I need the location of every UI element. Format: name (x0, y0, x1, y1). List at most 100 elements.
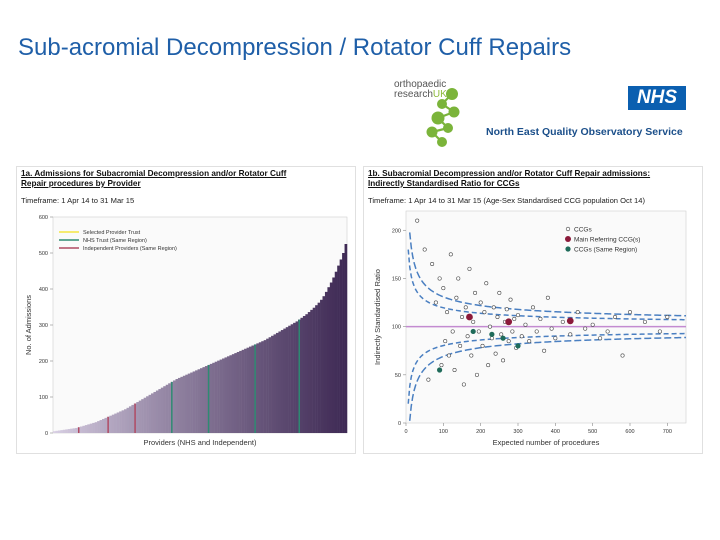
orthopaedic-research-uk-logo: orthopaedic researchUK (392, 78, 474, 154)
chart-title-line1: 1b. Subacromial Decompression and/or Rot… (368, 169, 651, 178)
point-ccg (553, 336, 558, 341)
legend-label-ccg: CCGs (574, 227, 592, 234)
bar (187, 373, 191, 433)
chart-timeframe: Timeframe: 1 Apr 14 to 31 Mar 15 (Age-Se… (368, 196, 646, 205)
bar (79, 426, 83, 433)
bar (332, 277, 335, 433)
bar (84, 425, 88, 433)
point-ccg (439, 363, 444, 368)
bar-highlight-nhs-same-region (254, 344, 256, 433)
bar (146, 396, 149, 433)
x-tick-label: 400 (551, 429, 560, 435)
point-ccg (471, 319, 476, 324)
bar (310, 309, 313, 433)
logo-text-research: research (394, 89, 433, 100)
bar (263, 340, 267, 433)
bar (92, 422, 95, 433)
point-ccg-same-region (500, 335, 506, 341)
bar (82, 425, 86, 433)
point-ccg (506, 339, 511, 344)
legend-marker-ccg (565, 226, 571, 232)
point-main-referring-ccg (505, 318, 513, 326)
bar (283, 328, 286, 433)
bar (327, 287, 331, 433)
point-ccg (620, 353, 625, 358)
point-ccg (456, 276, 461, 281)
bar (268, 337, 272, 433)
legend-marker-same-region (565, 246, 571, 252)
chart-title-line1: 1a. Admissions for Subacromial Decompres… (21, 169, 287, 178)
bar (175, 379, 179, 433)
bar (214, 361, 218, 433)
bar (322, 296, 326, 433)
bar (239, 350, 242, 433)
y-tick-label: 200 (392, 228, 401, 234)
bar (53, 431, 56, 433)
x-axis-label: Expected number of procedures (493, 438, 600, 447)
legend-label-same-region: CCGs (Same Region) (574, 247, 637, 254)
bar-highlight-independent-same-region (77, 427, 80, 433)
point-ccg (575, 310, 580, 315)
bar (158, 389, 162, 433)
bar (229, 355, 233, 433)
bar (234, 353, 237, 433)
bar (72, 428, 76, 433)
point-ccg (426, 377, 431, 382)
bar (173, 380, 176, 433)
point-ccg (488, 324, 493, 329)
bar (236, 352, 240, 433)
point-main-referring-ccg (466, 313, 473, 321)
bar (278, 331, 282, 433)
bar (128, 406, 132, 433)
bar (305, 314, 309, 433)
point-ccg (516, 313, 521, 318)
point-ccg (476, 329, 481, 334)
point-ccg (446, 353, 451, 358)
y-axis-label: Indirectly Standardised Ratio (373, 269, 382, 365)
bar (202, 367, 206, 433)
bar (317, 302, 321, 433)
bar (344, 244, 348, 433)
bar (97, 421, 100, 433)
bar (155, 390, 159, 433)
bar (275, 332, 279, 433)
funnel-limit-upper (408, 232, 687, 317)
bar (231, 354, 235, 433)
bar (126, 407, 130, 433)
bar (185, 374, 188, 433)
y-tick-label: 600 (39, 215, 48, 221)
point-ccg-same-region (489, 331, 495, 337)
bar (75, 427, 78, 433)
bar (89, 423, 93, 433)
bar (111, 414, 115, 433)
bar (195, 370, 198, 433)
chart-title: 1a. Admissions for Subacromial Decompres… (21, 169, 286, 189)
bar (102, 418, 105, 433)
point-ccg (474, 372, 479, 377)
point-ccg (642, 319, 647, 324)
bar (94, 422, 98, 433)
bar (143, 397, 147, 433)
bar (160, 387, 164, 433)
bar (271, 335, 274, 433)
point-ccg (473, 290, 478, 295)
bar (261, 341, 264, 433)
bar (67, 429, 71, 433)
y-tick-label: 400 (39, 287, 48, 293)
point-ccg (512, 316, 517, 321)
chart-panel-admissions: 1a. Admissions for Subacromial Decompres… (16, 166, 356, 454)
point-ccg (493, 351, 498, 356)
chart-title-line2: Indirectly Standardised Ratio for CCGs (368, 179, 520, 188)
bar (200, 368, 203, 433)
x-tick-label: 100 (439, 429, 448, 435)
bar (165, 384, 169, 433)
y-tick-label: 0 (45, 431, 48, 437)
point-ccg (534, 329, 539, 334)
point-ccg (605, 329, 610, 334)
bar (334, 271, 338, 433)
bar (55, 430, 59, 433)
bar (249, 346, 252, 433)
bar (141, 399, 144, 433)
bar (197, 369, 201, 433)
point-ccg (657, 329, 662, 334)
